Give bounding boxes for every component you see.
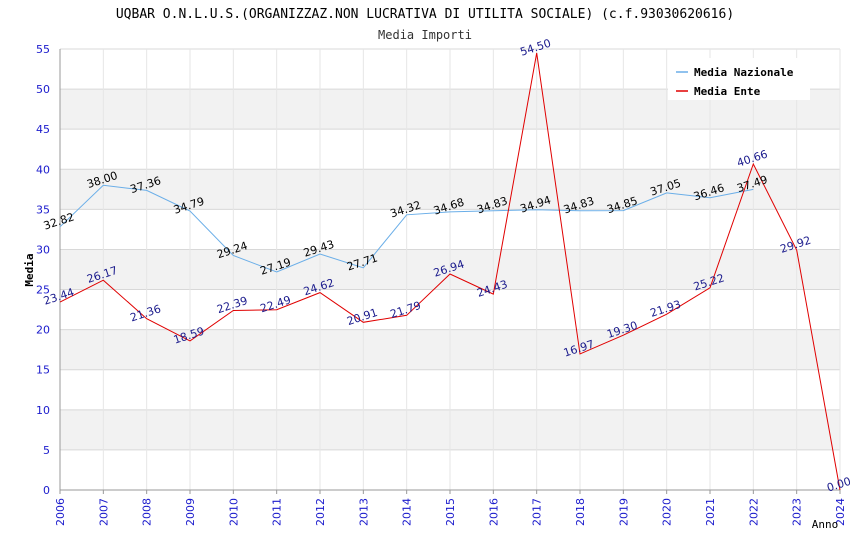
x-tick-label: 2020 bbox=[661, 498, 674, 526]
x-tick-label: 2024 bbox=[834, 498, 847, 526]
data-label: 22.39 bbox=[215, 294, 249, 316]
x-tick-label: 2022 bbox=[747, 498, 760, 526]
y-tick-label: 25 bbox=[36, 284, 50, 297]
legend-label: Media Nazionale bbox=[694, 66, 794, 79]
y-tick-label: 50 bbox=[36, 83, 50, 96]
y-tick-label: 55 bbox=[36, 43, 50, 56]
x-tick-label: 2019 bbox=[617, 498, 630, 526]
x-tick-label: 2018 bbox=[574, 498, 587, 526]
y-tick-label: 5 bbox=[43, 444, 50, 457]
x-tick-label: 2015 bbox=[444, 498, 457, 526]
y-tick-label: 0 bbox=[43, 484, 50, 497]
y-tick-label: 20 bbox=[36, 324, 50, 337]
data-label: 54.50 bbox=[519, 37, 553, 59]
y-tick-label: 10 bbox=[36, 404, 50, 417]
x-tick-label: 2021 bbox=[704, 498, 717, 526]
data-label: 21.36 bbox=[129, 302, 163, 324]
x-tick-label: 2010 bbox=[227, 498, 240, 526]
y-tick-label: 30 bbox=[36, 243, 50, 256]
x-tick-label: 2013 bbox=[357, 498, 370, 526]
x-tick-label: 2008 bbox=[141, 498, 154, 526]
x-tick-label: 2023 bbox=[791, 498, 804, 526]
series-line-media-nazionale bbox=[59, 184, 754, 273]
legend-label: Media Ente bbox=[694, 85, 761, 98]
x-tick-label: 2006 bbox=[54, 498, 67, 526]
legend-box bbox=[668, 58, 810, 100]
data-label: 21.79 bbox=[389, 299, 423, 321]
x-tick-label: 2009 bbox=[184, 498, 197, 526]
data-label: 21.93 bbox=[649, 298, 683, 320]
x-tick-label: 2012 bbox=[314, 498, 327, 526]
x-tick-label: 2007 bbox=[97, 498, 110, 526]
y-axis-label: Media bbox=[23, 253, 36, 286]
x-tick-label: 2017 bbox=[531, 498, 544, 526]
y-tick-label: 45 bbox=[36, 123, 50, 136]
chart-title: UQBAR O.N.L.U.S.(ORGANIZZAZ.NON LUCRATIV… bbox=[116, 7, 734, 22]
x-axis-label: Anno bbox=[812, 518, 839, 531]
x-tick-label: 2014 bbox=[401, 498, 414, 526]
x-tick-label: 2016 bbox=[487, 498, 500, 526]
chart-subtitle: Media Importi bbox=[378, 28, 472, 42]
y-tick-label: 35 bbox=[36, 203, 50, 216]
data-label: 20.91 bbox=[345, 306, 379, 328]
x-tick-label: 2011 bbox=[271, 498, 284, 526]
data-label: 0.00 bbox=[825, 475, 850, 495]
data-label: 22.49 bbox=[259, 293, 293, 315]
y-tick-label: 15 bbox=[36, 364, 50, 377]
y-tick-label: 40 bbox=[36, 163, 50, 176]
series-line-media-ente bbox=[59, 52, 841, 491]
